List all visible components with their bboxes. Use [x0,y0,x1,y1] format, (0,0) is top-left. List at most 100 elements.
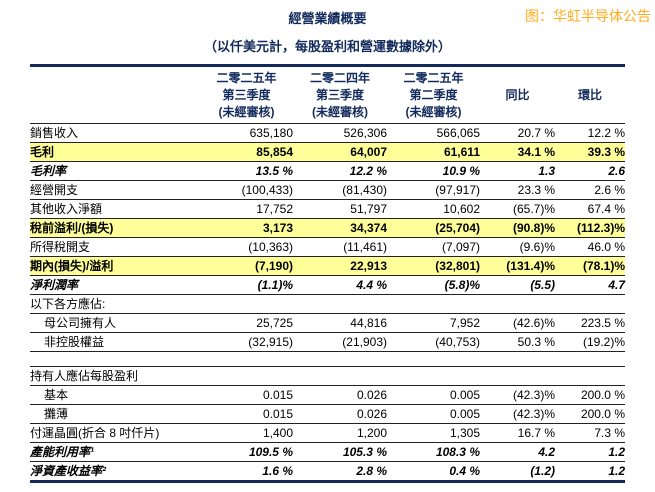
column-header-line: (未經審核) [218,105,275,119]
column-header-qoq: 環比 [555,70,625,121]
row-value [387,295,480,313]
row-value: 39.3 % [587,145,625,159]
row-value: 0.4 % [449,464,480,478]
column-header-line: 同比 [505,88,530,102]
row-value: 526,306 [343,126,387,140]
row-label: 銷售收入 [30,126,79,140]
row-label: 淨利潤率 [30,278,79,292]
row-value: 0.026 [356,388,387,402]
row-value [387,367,480,385]
table-row: 非控股權益 (32,915) (21,903) (40,753) 50.3 % (19.2… [30,333,625,352]
table-row: 稅前溢利/(損失) 3,173 34,374 (25,704) (90.8)% (112.… [30,219,625,238]
row-value [293,367,387,385]
row-value: (65.7)% [512,202,555,216]
row-label: 淨資產收益率² [30,464,106,478]
row-value: 0.015 [262,388,293,402]
row-label: 毛利率 [30,164,67,178]
row-label: 攤薄 [44,407,69,421]
header-label-spacer [30,70,200,121]
row-value: (81,430) [342,183,387,197]
row-value: (100,433) [241,183,293,197]
row-value: 0.005 [449,407,480,421]
row-value: 34.1 % [517,145,555,159]
row-value: 200.0 % [580,407,625,421]
column-header-line [555,70,625,87]
column-header-2025-q3: 二零二五年 第三季度 (未經審核) [200,70,293,121]
column-header-2024-q3: 二零二四年 第三季度 (未經審核) [293,70,387,121]
row-value: 1,400 [262,426,293,440]
row-value: 1,305 [449,426,480,440]
row-value: 20.7 % [517,126,555,140]
row-value: (7,097) [441,240,480,254]
row-value [480,295,555,313]
row-value: 1.6 % [262,464,293,478]
row-value: 109.5 % [248,445,293,459]
row-value: (5.5) [530,278,555,292]
table-row: 攤薄 0.015 0.026 0.005 (42.3)% 200.0 % [30,405,625,424]
row-value: (78.1)% [582,259,625,273]
row-value: (11,461) [343,240,387,254]
table-row: 持有人應佔每股盈利 [30,367,625,386]
row-value: 44,816 [350,316,387,330]
column-header-line: 環比 [577,88,602,102]
row-value: 4.4 % [356,278,387,292]
row-label: 毛利 [30,145,55,159]
row-value [480,367,555,385]
table-row: 淨利潤率 (1.1)% 4.4 % (5.8)% (5.5) 4.7 [30,276,625,295]
row-value: 10.9 % [442,164,480,178]
column-header-line: 第三季度 [315,88,364,102]
row-label: 母公司擁有人 [44,316,117,330]
row-value: 108.3 % [435,445,480,459]
row-value: 50.3 % [517,335,555,349]
row-value: 3,173 [262,221,293,235]
row-value: 22,913 [350,259,387,273]
row-value: (9.6)% [519,240,555,254]
page-subtitle: （以仟美元計，每股盈利和營運數據除外） [203,39,451,54]
row-value: 2.8 % [356,464,387,478]
row-value: 1.2 [608,464,625,478]
table-row: 以下各方應佔: [30,295,625,314]
row-value: 0.026 [356,407,387,421]
financial-summary-table: 二零二五年 第三季度 (未經審核) 二零二四年 第三季度 (未經審核) 二零二五… [30,64,625,483]
row-value: 34,374 [350,221,387,235]
column-header-line: 二零二五年 [403,71,464,85]
row-value: (10,363) [248,240,293,254]
row-value: (5.8)% [444,278,480,292]
row-label: 持有人應佔每股盈利 [30,369,139,383]
row-value: (42.3)% [512,407,555,421]
row-value: (90.8)% [512,221,555,235]
row-value: 223.5 % [580,316,625,330]
column-header-yoy: 同比 [480,70,555,121]
column-header-line: (未經審核) [312,105,368,119]
row-value [555,295,625,313]
row-value: 4.2 [538,445,555,459]
column-header-line: (未經審核) [405,105,462,119]
row-value: (32,915) [248,335,293,349]
row-value: 200.0 % [580,388,625,402]
row-value: 12.2 % [349,164,387,178]
row-value: 0.005 [449,388,480,402]
row-label: 付運晶圓(折合 8 吋仟片) [30,426,160,440]
row-label: 期內(損失)/溢利 [30,259,114,273]
row-value: (40,753) [435,335,480,349]
column-header-line: 第二季度 [409,88,458,102]
row-value: 635,180 [249,126,293,140]
row-value: 13.5 % [255,164,293,178]
row-value: 4.7 [608,278,625,292]
row-label: 稅前溢利/(損失) [30,221,114,235]
row-value: 17,752 [256,202,293,216]
column-header-2025-q2: 二零二五年 第二季度 (未經審核) [387,70,480,121]
row-label: 其他收入淨額 [30,202,103,216]
row-value: 67.4 % [587,202,625,216]
table-row: 經營開支 (100,433) (81,430) (97,917) 23.3 % 2.6 % [30,181,625,200]
row-value: 85,854 [256,145,293,159]
row-value: 16.7 % [517,426,555,440]
row-value: 105.3 % [342,445,387,459]
table-row: 產能利用率¹ 109.5 % 105.3 % 108.3 % 4.2 1.2 [30,443,625,462]
row-value: (42.3)% [512,388,555,402]
row-label: 基本 [44,388,69,402]
row-value: 51,797 [350,202,387,216]
row-value: 2.6 [608,164,625,178]
table-row: 銷售收入 635,180 526,306 566,065 20.7 % 12.2 % [30,124,625,143]
